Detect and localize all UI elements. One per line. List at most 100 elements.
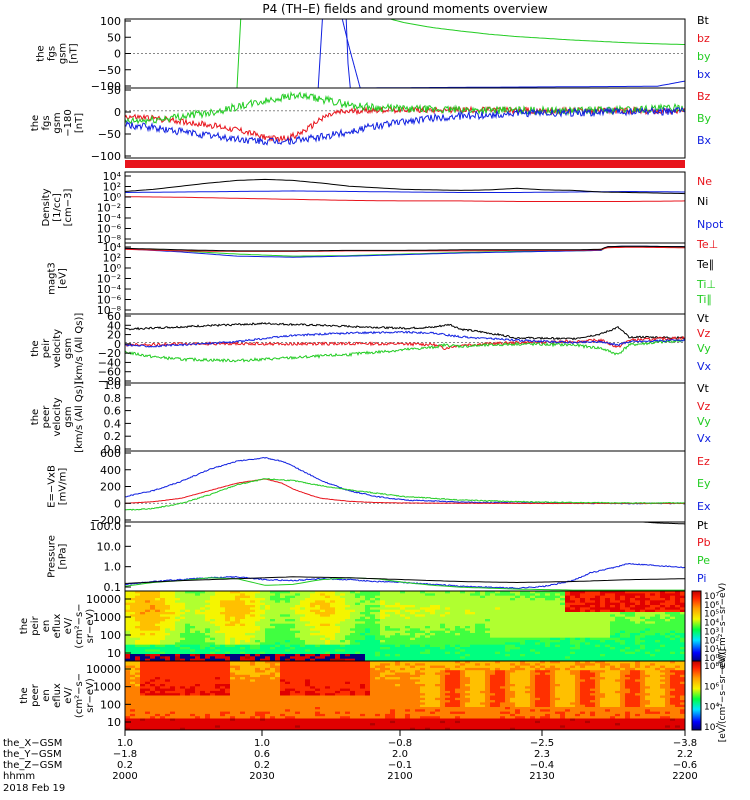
y-tick-label: −80 xyxy=(98,375,121,388)
y-axis-label: [1/cc] xyxy=(52,193,63,222)
x-tick-value: −0.6 xyxy=(673,760,697,771)
plot-area xyxy=(125,456,685,511)
y-tick-label: 10000 xyxy=(86,663,121,676)
y-tick-label: 100.0 xyxy=(90,520,122,533)
y-tick-label: 100 xyxy=(100,629,121,642)
y-axis-label: [nT] xyxy=(69,43,80,63)
y-axis-label: [nPa] xyxy=(58,543,69,569)
panel-peer_eflux: 10000 1000 100 10 the peer en eflux eV/(cm²−s− sr… xyxy=(19,649,728,743)
x-row-label: the_Z−GSM xyxy=(3,760,62,771)
legend-by: By xyxy=(697,112,712,125)
y-tick-label: 600 xyxy=(100,447,121,460)
x-tick-value: 2100 xyxy=(387,771,412,782)
y-tick-label: 100 xyxy=(100,698,121,711)
y-tick-label: 10⁻² xyxy=(97,202,121,215)
y-tick-label: 0.2 xyxy=(104,430,122,443)
y-tick-label: 400 xyxy=(100,464,121,477)
y-tick-label: 60 xyxy=(107,310,121,323)
series-vx xyxy=(125,330,685,348)
y-tick-label: −50 xyxy=(98,64,121,77)
x-row-label: the_Y−GSM xyxy=(3,749,62,760)
legend-bt: Bt xyxy=(697,14,710,27)
legend-pb: Pb xyxy=(697,536,711,549)
heatmap-area xyxy=(125,661,685,730)
legend-npot: Npot xyxy=(697,218,724,231)
legend-vz: Vz xyxy=(697,400,711,413)
y-axis-label: gsm xyxy=(63,338,74,359)
legend-pi: Pi xyxy=(697,572,706,585)
y-tick-label: 40 xyxy=(107,319,121,332)
legend-ni: Ni xyxy=(697,195,708,208)
x-row-label: hhmm xyxy=(3,771,35,782)
y-tick-label: 1000 xyxy=(93,611,121,624)
series-ey xyxy=(125,478,685,511)
y-axis-label: [mV/m] xyxy=(58,468,69,506)
y-tick-label: 50 xyxy=(107,84,121,97)
y-tick-label: 0 xyxy=(114,106,121,119)
y-axis-label: peer xyxy=(30,683,41,707)
colorbar-tick: 10³ xyxy=(704,627,719,637)
series-pt2 xyxy=(635,522,685,525)
y-tick-label: −40 xyxy=(98,356,121,369)
y-tick-label: 10⁻⁸ xyxy=(97,233,122,246)
series-vt xyxy=(125,322,685,341)
colorbar-tick: 10⁶ xyxy=(704,682,719,692)
y-tick-label: 0 xyxy=(114,497,121,510)
y-axis-label: [nT] xyxy=(74,113,85,133)
y-axis-label: −180 xyxy=(63,109,74,136)
legend-bz: bz xyxy=(697,32,710,45)
series-bx2 xyxy=(341,19,361,88)
legend-ey: Ey xyxy=(697,477,711,490)
y-axis-label: the xyxy=(36,45,47,61)
colorbar-tick: 10¹ xyxy=(704,645,719,655)
x-tick-value: 2.0 xyxy=(392,749,408,760)
series-pt xyxy=(125,576,685,584)
x-tick-value: 2000 xyxy=(112,771,137,782)
y-tick-label: 10⁰ xyxy=(103,191,122,204)
y-tick-label: 10⁻² xyxy=(97,273,121,286)
legend-vt: Vt xyxy=(697,312,710,325)
legend-pt: Pt xyxy=(697,519,709,532)
x-tick-value: −3.8 xyxy=(673,738,697,749)
colorbar-tick: 10⁴ xyxy=(704,703,719,713)
legend-te∥: Te∥ xyxy=(696,258,714,271)
y-tick-label: 100 xyxy=(100,15,121,28)
legend-vx: Vx xyxy=(697,360,712,373)
y-tick-label: 10000 xyxy=(86,593,121,606)
series-bz xyxy=(125,105,685,144)
y-axis-label: peir xyxy=(30,615,41,635)
plot-area xyxy=(125,322,685,363)
y-tick-label: −100 xyxy=(91,150,121,163)
legend-pe: Pe xyxy=(697,554,710,567)
y-tick-label: 0 xyxy=(114,48,121,61)
y-axis-label: fgs xyxy=(47,46,58,61)
y-axis-label: [cm−3] xyxy=(63,189,74,227)
panel-exb: 600 400 200 0 −200 E=−VxB [mV/m] Ez Ey Ex xyxy=(47,447,711,527)
x-tick-value: 0.6 xyxy=(254,749,270,760)
colorbar-tick: 10² xyxy=(704,636,719,646)
y-axis-label: fgs xyxy=(41,115,52,130)
colorbar-tick: 10⁰ xyxy=(704,654,719,664)
y-tick-label: −60 xyxy=(98,366,121,379)
y-tick-label: 1000 xyxy=(93,681,121,694)
x-tick-value: 2.3 xyxy=(534,749,550,760)
series-by xyxy=(236,19,685,88)
colorbar-tick: 10² xyxy=(704,723,719,733)
x-tick-value: −0.8 xyxy=(388,738,412,749)
legend-vy: Vy xyxy=(697,342,711,355)
y-tick-label: 10⁻⁸ xyxy=(97,304,122,317)
y-tick-label: 0 xyxy=(114,338,121,351)
panel-frame xyxy=(124,660,686,731)
legend-ti∥: Ti∥ xyxy=(696,293,712,306)
y-axis-label: the xyxy=(19,618,30,634)
y-axis-label: gsm xyxy=(52,112,63,133)
x-tick-value: 0.2 xyxy=(117,760,133,771)
panel-frame xyxy=(124,87,686,159)
colorbar-tick: 10⁴ xyxy=(704,619,719,629)
series-bx xyxy=(125,106,685,146)
y-axis-label: eV/ xyxy=(63,687,74,704)
y-tick-label: 0.4 xyxy=(104,417,122,430)
